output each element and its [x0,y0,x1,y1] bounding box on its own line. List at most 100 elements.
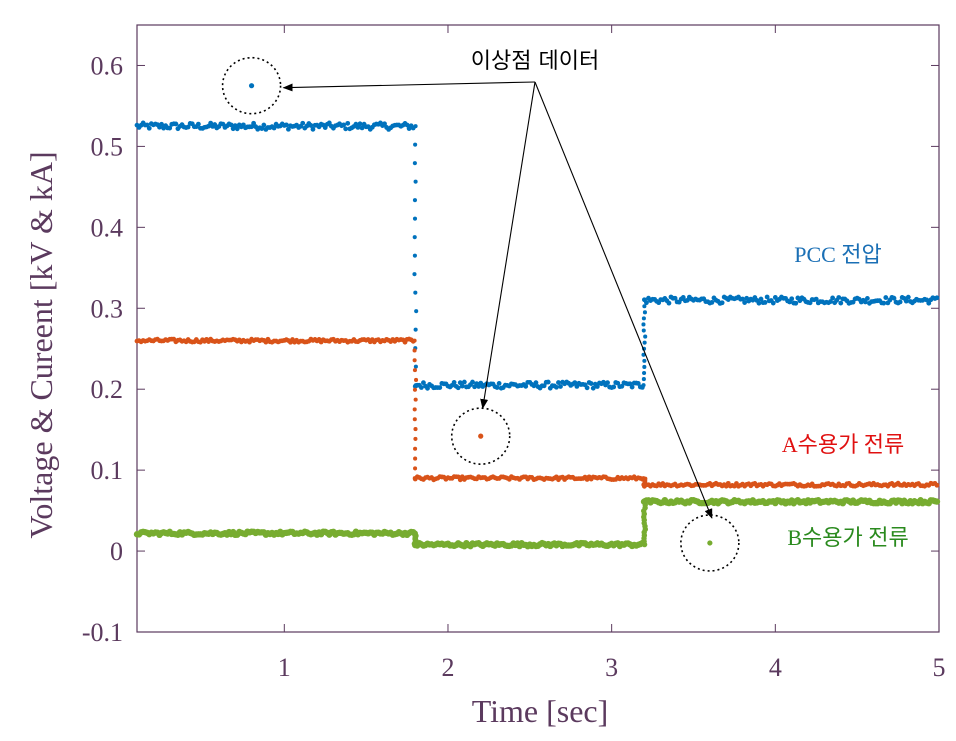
transition-point [413,142,418,147]
data-point [891,295,897,301]
data-point [572,380,578,385]
data-point [146,125,152,131]
transition-point [413,377,419,382]
data-point [418,385,424,390]
data-point [813,296,819,302]
data-point [359,125,365,131]
data-point [425,385,430,391]
y-axis-label: Voltage & Cureent [kV & kA] [23,151,59,538]
annotation-arrow [480,81,536,410]
data-point [343,126,349,132]
transition-point [412,387,417,392]
data-point [933,498,941,505]
data-point [404,122,410,128]
transition-point [412,272,417,277]
transition-point [412,235,417,240]
transition-point [412,358,417,363]
data-point [719,300,725,306]
data-point [742,300,748,305]
data-point [934,482,940,488]
data-point [644,300,649,306]
transition-point [641,377,646,382]
data-point [756,300,762,306]
data-point [672,295,678,301]
data-point [934,295,940,301]
data-point [619,383,625,389]
transition-point [641,352,646,357]
data-point [300,120,306,126]
y-axis-ticks: -0.1 0 0.1 0.2 0.3 0.4 0.5 0.6 [82,51,939,647]
data-point [883,295,889,300]
y-tick-label: -0.1 [82,618,123,647]
outlier-circle [450,407,511,465]
data-point [635,381,641,386]
transition-point [414,309,419,314]
data-point [611,384,617,390]
transition-point [642,304,647,309]
series-2 [133,496,941,550]
outlier-annotation-label: 이상점 데이터 [471,49,599,74]
transition-point [642,310,647,315]
annotation-arrow [282,81,536,92]
data-point [629,384,635,390]
data-point [541,383,547,389]
y-tick-label: 0.2 [91,375,124,404]
transition-point [642,364,647,369]
x-tick-label: 4 [769,653,782,682]
data-point [459,383,465,389]
x-axis-label: Time [sec] [472,693,609,729]
data-point [903,298,909,304]
data-point [584,385,590,391]
x-tick-label: 5 [933,653,946,682]
transition-point [413,456,418,461]
annotation-arrows [282,81,713,519]
data-point [740,296,745,302]
data-point [836,295,842,300]
data-point [897,299,903,305]
data-point [167,125,173,131]
data-point [496,381,502,386]
transition-point [413,446,418,451]
x-axis-ticks: 1 2 3 4 5 [278,25,946,682]
data-point [830,295,836,301]
data-point [310,126,316,132]
transition-point [413,427,418,432]
data-point [173,121,179,127]
transition-point [413,436,418,441]
data-point [228,122,234,128]
data-point [558,384,563,389]
outlier-point [707,540,713,546]
y-tick-label: 0.5 [91,132,124,161]
data-point [285,126,291,132]
data-point [461,379,467,385]
axes-frame [136,24,940,633]
b-customer-current-label: B수용가 전류 [787,525,908,550]
data-point [341,122,347,128]
a-customer-current-label: A수용가 전류 [782,432,905,457]
data-point [881,300,887,306]
transition-point [642,340,647,345]
data-point [864,295,870,301]
transition-point [412,368,417,373]
transition-point [412,161,417,166]
transition-point [412,338,417,343]
y-tick-label: 0.1 [91,456,124,485]
data-point [770,300,776,306]
data-point [554,384,559,390]
data-point [261,122,267,128]
data-point [494,385,500,390]
data-point [234,126,240,132]
data-point [762,300,768,305]
transition-point [641,316,646,321]
data-point [764,294,770,300]
data-point [437,385,443,390]
transition-point [412,253,417,258]
transition-point [643,334,648,339]
data-point [862,299,868,305]
data-point [451,380,457,385]
y-tick-label: 0.3 [91,294,124,323]
transition-point [641,328,646,333]
outlier-point [248,83,255,89]
data-point [758,296,764,302]
